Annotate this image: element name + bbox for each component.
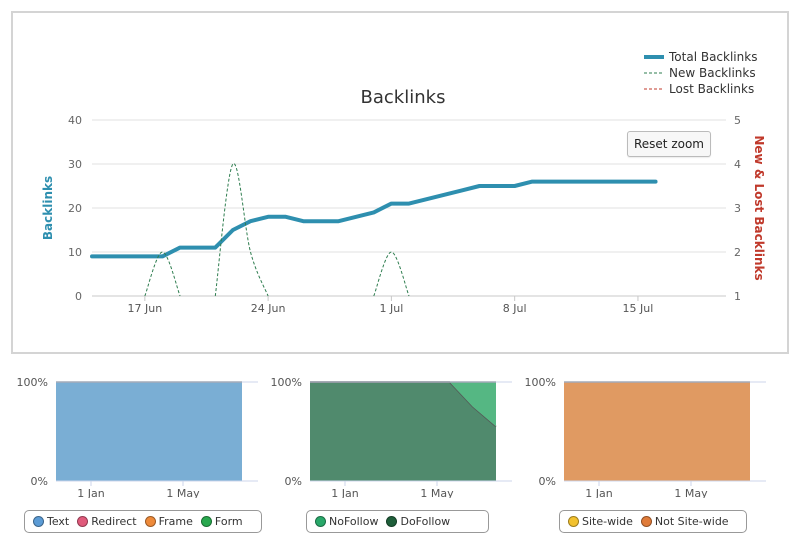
series-line-new-backlinks: [373, 251, 410, 297]
y2-tick-label: 1: [734, 290, 741, 303]
legend-dot-icon: [33, 516, 44, 527]
area-dofollow: [310, 382, 496, 481]
follow-type-chart: 100% 0% 1 Jan 1 May: [271, 376, 512, 498]
area-nofollow: [310, 382, 496, 427]
legend-item[interactable]: DoFollow: [386, 515, 450, 528]
legend-label: Redirect: [91, 515, 137, 528]
x-tick-label: 1 Jan: [331, 487, 358, 498]
x-tick-label: 17 Jun: [127, 302, 162, 315]
y2-tick-label: 4: [734, 158, 741, 171]
legend-label: New Backlinks: [669, 66, 756, 80]
y-tick-label: 100%: [525, 376, 556, 389]
y-tick-label: 0%: [285, 475, 302, 488]
site-wide-legend: Site-wide Not Site-wide: [559, 510, 747, 533]
y-tick-label: 0%: [539, 475, 556, 488]
y-tick-label: 40: [68, 114, 82, 127]
legend-item[interactable]: Site-wide: [568, 515, 633, 528]
x-tick-label: 1 Jan: [77, 487, 104, 498]
legend-label: Frame: [158, 515, 193, 528]
area-not-site-wide: [564, 382, 750, 481]
x-tick-label: 15 Jul: [623, 302, 654, 315]
follow-type-legend: NoFollow DoFollow: [306, 510, 489, 533]
y-tick-label: 0: [75, 290, 82, 303]
x-tick-label: 1 May: [420, 487, 454, 498]
legend-dot-icon: [200, 516, 212, 527]
legend-item[interactable]: Frame: [144, 515, 193, 528]
series-line-total-backlinks: [90, 179, 658, 259]
legend-item[interactable]: Form: [200, 515, 243, 528]
area-text: [56, 382, 242, 481]
legend-dot-icon: [77, 516, 89, 527]
chart-title: Backlinks: [361, 87, 446, 108]
legend-label: Lost Backlinks: [669, 82, 754, 96]
legend-dot-icon: [386, 516, 398, 527]
y-tick-label: 20: [68, 202, 82, 215]
site-wide-chart: 100% 0% 1 Jan 1 May: [525, 376, 766, 498]
backlinks-chart: 0 10 20 30 40 1 2 3 4 5 17 Jun 24 Jun 1 Jul 8 Jul 15 J…: [41, 50, 766, 315]
legend-dot-icon: [568, 516, 579, 527]
x-tick-label: 1 May: [166, 487, 200, 498]
y-tick-label: 10: [68, 246, 82, 259]
x-tick-label: 8 Jul: [503, 302, 527, 315]
y2-tick-label: 5: [734, 114, 741, 127]
legend-item[interactable]: Text: [33, 515, 69, 528]
x-tick-label: 1 Jul: [379, 302, 403, 315]
link-type-legend: Text Redirect Frame Form: [24, 510, 262, 533]
legend-label: DoFollow: [400, 515, 451, 528]
legend-dot-icon: [144, 516, 156, 527]
legend-label: Not Site-wide: [654, 515, 729, 528]
legend-item[interactable]: NoFollow: [315, 515, 378, 528]
y2-axis-title: New & Lost Backlinks: [752, 135, 766, 280]
legend-label: Form: [214, 515, 243, 528]
backlinks-chart-panel: 0 10 20 30 40 1 2 3 4 5 17 Jun 24 Jun 1 Jul 8 Jul 15 J…: [11, 11, 789, 354]
y-tick-label: 30: [68, 158, 82, 171]
legend-label: Total Backlinks: [668, 50, 757, 64]
series-line-new-backlinks: [144, 251, 181, 297]
legend-label: NoFollow: [329, 515, 379, 528]
series-line-new-backlinks: [214, 163, 269, 297]
legend-item[interactable]: Redirect: [77, 515, 137, 528]
legend-dot-icon: [640, 516, 652, 527]
legend-dot-icon: [315, 516, 326, 527]
legend-label: Text: [47, 515, 70, 528]
y-tick-label: 100%: [17, 376, 48, 389]
legend-label: Site-wide: [582, 515, 633, 528]
y-axis-title: Backlinks: [41, 176, 55, 240]
legend-item[interactable]: Not Site-wide: [640, 515, 729, 528]
y2-tick-label: 2: [734, 246, 741, 259]
x-tick-label: 1 May: [674, 487, 708, 498]
y-tick-label: 0%: [31, 475, 48, 488]
link-type-chart: 100% 0% 1 Jan 1 May: [17, 376, 258, 498]
x-tick-label: 1 Jan: [585, 487, 612, 498]
x-tick-label: 24 Jun: [251, 302, 286, 315]
reset-zoom-button[interactable]: Reset zoom: [627, 131, 711, 157]
y-tick-label: 100%: [271, 376, 302, 389]
y2-tick-label: 3: [734, 202, 741, 215]
